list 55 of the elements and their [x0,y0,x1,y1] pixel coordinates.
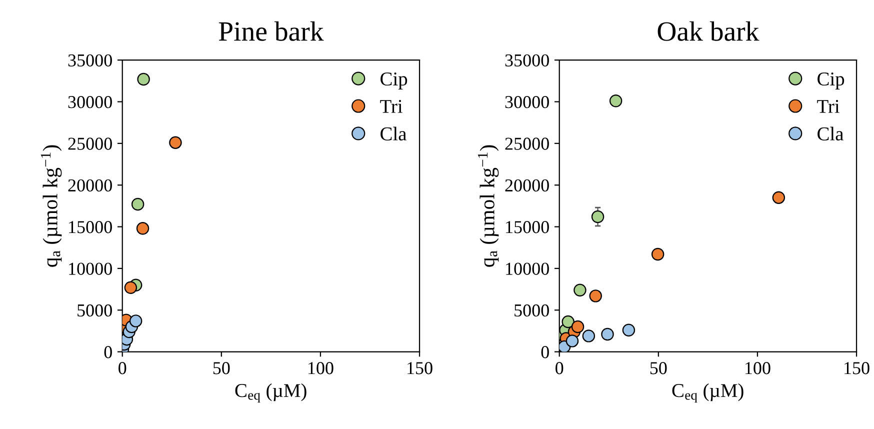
legend-label: Cla [380,126,406,140]
point [571,320,584,334]
y-tick-label: 15000 [506,221,549,234]
x-tick-label: 100 [308,362,334,374]
chart-title: Oak bark [658,21,760,41]
y-tick-label: 35000 [505,54,549,66]
x-tick-label: 50 [650,362,667,374]
y-tick-label: 5000 [514,304,549,317]
legend-label: Tri [380,100,402,113]
y-tick-label: 20000 [68,179,112,192]
point [559,340,571,352]
point [136,222,150,235]
x-tick-label: 100 [746,362,770,374]
y-tick-label: 30000 [505,96,549,108]
point [124,281,138,294]
point [574,284,586,296]
point [169,136,182,149]
x-axis-title: C$_{eq}$ (µM) [672,383,744,402]
legend-label: Cla [818,126,844,140]
point [651,248,664,261]
point [609,94,622,108]
legend-label: Tri [817,100,840,113]
y-tick-label: 25000 [505,138,549,150]
x-tick-label: 50 [213,362,230,374]
y-tick-label: 15000 [69,221,112,234]
point [562,315,574,328]
x-axis-title: C$_{eq}$ (µM) [235,383,306,402]
y-tick-label: 10000 [506,262,549,275]
x-tick-label: 150 [844,362,870,374]
y-tick-label: 5000 [78,304,112,317]
point [566,334,579,348]
y-axis-title: q$_{a}$ (µmol kg$^{−1}$) [40,145,62,267]
y-tick-label: 0 [541,346,549,358]
y-tick-label: 20000 [505,179,549,192]
point [772,191,786,204]
point [589,290,602,302]
y-tick-label: 10000 [69,262,112,275]
point [129,314,142,328]
point [137,72,150,86]
point [622,324,636,336]
y-tick-label: 0 [104,346,112,358]
chart-title: Pine bark [218,21,324,41]
y-tick-label: 25000 [68,138,112,150]
x-tick-label: 150 [408,362,432,374]
legend-label: Cip [818,72,844,90]
point [591,210,604,224]
y-tick-label: 30000 [68,96,112,108]
point [582,330,596,342]
x-tick-label: 0 [556,362,564,374]
legend-label: Cip [380,72,408,90]
point [131,198,144,211]
y-axis-title: q$_{a}$ (µmol kg$^{−1}$) [478,145,499,267]
y-tick-label: 35000 [68,54,112,66]
x-tick-label: 0 [118,362,126,374]
point [601,328,614,341]
